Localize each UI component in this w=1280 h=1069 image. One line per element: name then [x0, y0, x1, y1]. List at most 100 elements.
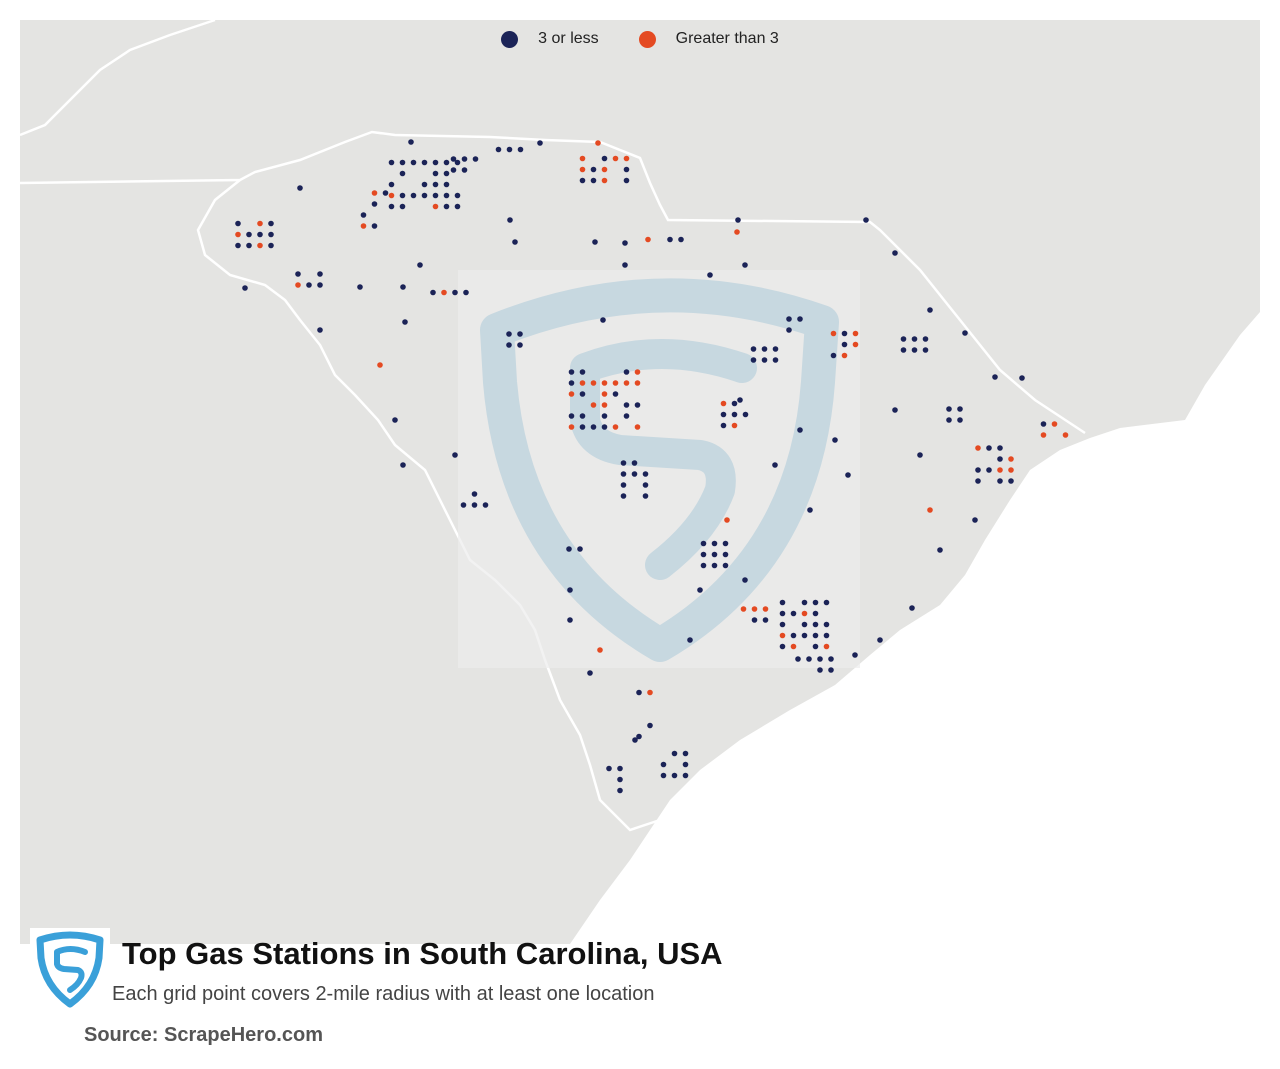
grid-point [399, 170, 406, 177]
grid-point [317, 271, 323, 277]
grid-point [779, 632, 786, 639]
grid-point [242, 285, 248, 291]
grid-point [817, 667, 823, 673]
grid-point [579, 155, 586, 162]
grid-point [268, 220, 274, 227]
grid-point [235, 242, 241, 249]
grid-point [790, 610, 797, 617]
grid-point [620, 482, 627, 488]
grid-point [642, 493, 649, 499]
grid-point [622, 240, 628, 246]
grid-point [812, 632, 819, 639]
grid-point [841, 330, 848, 337]
grid-point [382, 190, 389, 196]
grid-point [922, 347, 929, 353]
grid-point [678, 236, 684, 243]
grid-point [600, 317, 606, 323]
grid-point [740, 606, 747, 612]
grid-point [797, 427, 803, 433]
grid-point [400, 284, 406, 290]
grid-point [620, 493, 627, 499]
grid-point [711, 562, 718, 569]
grid-point [632, 737, 638, 743]
legend-item-high: Greater than 3 [638, 30, 779, 48]
grid-point [997, 456, 1003, 462]
grid-point [786, 327, 792, 333]
grid-point [601, 380, 608, 386]
grid-point [722, 540, 729, 547]
grid-point [568, 391, 575, 397]
grid-point [892, 407, 898, 413]
grid-point [517, 146, 524, 153]
grid-point [957, 417, 963, 423]
grid-point [579, 177, 586, 184]
grid-point [577, 546, 583, 552]
grid-point [566, 546, 572, 552]
grid-point [388, 203, 395, 210]
grid-point [461, 156, 468, 162]
grid-point [697, 587, 703, 593]
grid-point [623, 177, 630, 184]
grid-point [812, 610, 819, 617]
grid-point [1062, 432, 1069, 438]
grid-point [911, 347, 918, 353]
grid-point [601, 424, 608, 430]
grid-point [828, 656, 834, 662]
grid-point [682, 750, 689, 757]
grid-point [779, 599, 786, 606]
grid-point [460, 502, 467, 508]
grid-point [1019, 375, 1025, 381]
grid-point [812, 643, 819, 650]
grid-point [601, 391, 608, 397]
grid-point [772, 357, 779, 363]
grid-point [645, 236, 651, 243]
grid-point [634, 380, 641, 386]
grid-point [911, 336, 918, 342]
grid-point [257, 242, 263, 249]
grid-point [742, 262, 748, 268]
grid-point [823, 643, 830, 650]
grid-point [579, 413, 586, 419]
grid-point [671, 750, 678, 757]
grid-point [579, 166, 586, 173]
grid-point [806, 656, 812, 662]
grid-point [801, 621, 808, 628]
source-credit: Source: ScrapeHero.com [84, 1024, 323, 1046]
grid-point [722, 562, 729, 569]
grid-point [828, 667, 834, 673]
grid-point [751, 617, 758, 623]
grid-point [579, 380, 586, 386]
grid-point [567, 617, 573, 623]
grid-point [731, 411, 738, 418]
grid-point [590, 380, 597, 386]
grid-point [471, 502, 478, 508]
grid-point [306, 282, 312, 288]
grid-point [634, 369, 641, 375]
navy-dot-icon [501, 30, 519, 48]
grid-point [801, 599, 808, 606]
grid-point [772, 462, 778, 468]
grid-point [636, 733, 642, 740]
grid-point [841, 341, 848, 348]
grid-point [817, 656, 823, 662]
grid-point [711, 540, 718, 547]
grid-point [997, 478, 1003, 484]
grid-point [972, 517, 978, 523]
grid-point [795, 656, 801, 662]
grid-point [812, 599, 819, 606]
grid-point [779, 610, 786, 617]
grid-point [647, 722, 653, 729]
grid-point [432, 203, 439, 210]
grid-point [830, 330, 837, 337]
grid-point [707, 272, 713, 278]
grid-point [506, 331, 512, 337]
grid-point [454, 192, 461, 199]
grid-point [592, 239, 598, 245]
grid-point [590, 424, 597, 430]
grid-point [257, 220, 263, 227]
grid-point [579, 391, 586, 397]
grid-point [461, 167, 468, 173]
grid-point [742, 411, 749, 418]
grid-point [601, 177, 608, 184]
grid-point [962, 330, 968, 336]
